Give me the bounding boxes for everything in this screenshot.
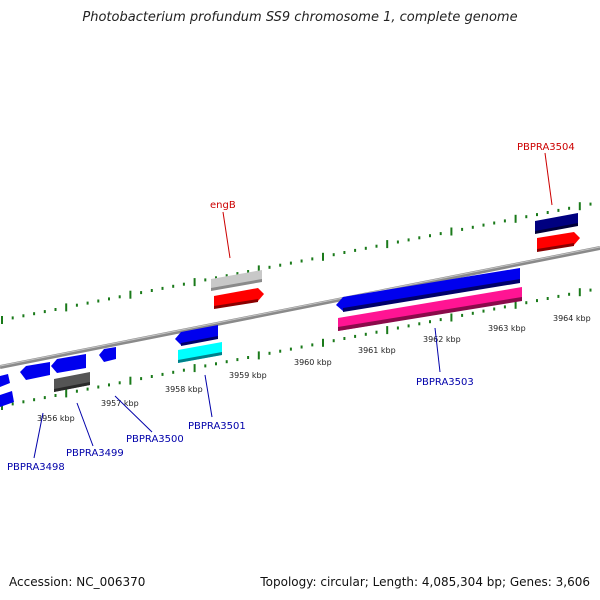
feature-engb-grey[interactable]: [211, 270, 262, 291]
gene-label-pbpra3504[interactable]: PBPRA3504: [517, 142, 575, 153]
feature-pbpra3499-grey[interactable]: [54, 372, 90, 392]
feature-pbpra3498-blue[interactable]: [20, 362, 50, 380]
kbp-label-3961: 3961 kbp: [358, 346, 396, 355]
feature-left-blue-1[interactable]: [0, 374, 10, 387]
callout-pbpra3501: [204, 374, 213, 418]
lower-tick-track: [1, 288, 592, 410]
gene-label-pbpra3500[interactable]: PBPRA3500: [126, 434, 184, 445]
callout-pbpra3503: [434, 327, 441, 373]
kbp-label-3956: 3956 kbp: [37, 414, 75, 423]
feature-engb-red[interactable]: [214, 288, 264, 309]
kbp-label-3962: 3962 kbp: [423, 335, 461, 344]
gene-label-engb[interactable]: engB: [210, 200, 236, 211]
feature-pbpra3501-cyan[interactable]: [178, 342, 222, 363]
gene-label-pbpra3499[interactable]: PBPRA3499: [66, 448, 124, 459]
feature-pbpra3501-blue[interactable]: [175, 325, 218, 346]
callout-pbpra3499: [76, 402, 94, 447]
map-title: Photobacterium profundum SS9 chromosome …: [82, 10, 518, 25]
upper-tick-track: [1, 202, 592, 324]
feature-pbpra3500-blue[interactable]: [99, 347, 116, 362]
gene-label-pbpra3498[interactable]: PBPRA3498: [7, 462, 65, 473]
callout-engb: [222, 211, 231, 259]
kbp-label-3964: 3964 kbp: [553, 314, 591, 323]
feature-pbpra3504-red[interactable]: [537, 232, 580, 252]
gene-label-pbpra3501[interactable]: PBPRA3501: [188, 421, 246, 432]
chromosome-backbone-highlight: [0, 246, 600, 367]
kbp-label-3959: 3959 kbp: [229, 371, 267, 380]
feature-pbpra3504-navy[interactable]: [535, 213, 578, 234]
feature-pbpra3503-pink[interactable]: [338, 287, 522, 331]
kbp-label-3958: 3958 kbp: [165, 385, 203, 394]
feature-left-blue-2[interactable]: [0, 391, 14, 407]
callout-pbpra3504: [544, 152, 553, 206]
callout-pbpra3498: [33, 412, 44, 459]
topology-summary-text: Topology: circular; Length: 4,085,304 bp…: [260, 575, 590, 589]
chromosome-backbone: [0, 246, 600, 369]
accession-text: Accession: NC_006370: [9, 575, 146, 589]
gene-label-pbpra3503[interactable]: PBPRA3503: [416, 377, 474, 388]
kbp-label-3963: 3963 kbp: [488, 324, 526, 333]
feature-pbpra3503-blue[interactable]: [336, 268, 520, 312]
kbp-label-3957: 3957 kbp: [101, 399, 139, 408]
feature-pbpra3499-blue[interactable]: [51, 354, 86, 373]
callout-pbpra3500: [114, 395, 153, 433]
kbp-label-3960: 3960 kbp: [294, 358, 332, 367]
